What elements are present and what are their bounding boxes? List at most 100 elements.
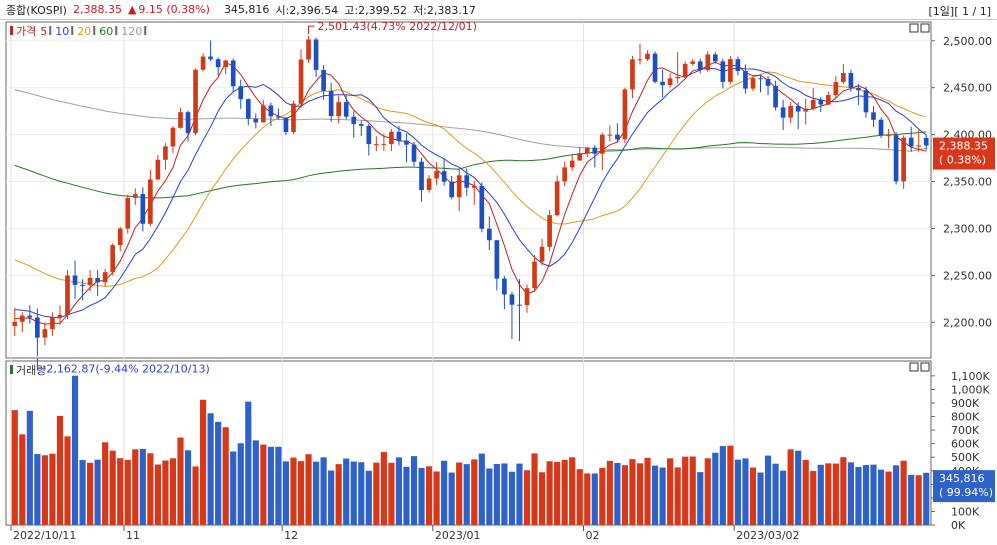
volume-bar — [425, 466, 433, 525]
legend-separator — [115, 26, 118, 35]
candle-body — [697, 61, 703, 71]
volume-bar — [328, 470, 335, 525]
volume-bar — [674, 467, 681, 525]
candle-body — [230, 60, 236, 87]
candle-body — [374, 144, 379, 146]
date-tick-label: 12 — [284, 529, 298, 542]
candle-body — [125, 197, 131, 229]
volume-bar — [448, 472, 455, 525]
high-marker — [308, 25, 315, 35]
legend-separator — [49, 26, 52, 35]
volume-bar — [493, 463, 500, 525]
volume-tick-label: 600K — [951, 438, 980, 451]
volume-bar — [365, 470, 372, 525]
candle-body — [592, 147, 598, 154]
legend-item-3: 20 — [77, 25, 91, 38]
volume-bar — [870, 464, 877, 525]
current-price-box — [933, 137, 995, 170]
candle-body — [193, 69, 198, 134]
volume-bar — [297, 461, 305, 525]
current-price-label: 2,388.35 — [939, 140, 988, 153]
candle-body — [80, 284, 85, 286]
volume-bar — [682, 456, 689, 525]
volume-bar — [629, 459, 636, 525]
volume-bar — [825, 463, 832, 525]
candle-body — [908, 137, 914, 147]
volume-bar — [154, 464, 161, 525]
volume-bar — [832, 463, 839, 525]
volume-bar — [395, 457, 403, 525]
volume-bar — [117, 458, 124, 525]
volume-bar — [523, 470, 531, 525]
period-selector[interactable]: [1일][ 1 / 1] — [928, 5, 991, 18]
volume-bar — [199, 399, 207, 525]
candle-body — [758, 78, 763, 80]
panel-close-icon[interactable] — [920, 23, 930, 33]
legend-item-4: 60 — [99, 25, 113, 38]
legend-separator — [71, 26, 74, 35]
candle-body — [818, 99, 824, 105]
volume-bar — [621, 465, 629, 525]
panel-restore-icon[interactable] — [909, 362, 919, 372]
candle-body — [735, 59, 741, 71]
volume-bar — [817, 464, 824, 525]
volume-bar — [79, 460, 86, 525]
volume-bar — [403, 466, 410, 525]
candle-body — [524, 288, 530, 306]
candle-body — [253, 118, 259, 123]
date-tick-label: 11 — [126, 529, 140, 542]
volume-bar — [659, 467, 666, 525]
candle-body — [803, 108, 809, 112]
legend-separator — [144, 26, 147, 35]
price-volume-chart: 2,200.002,250.002,300.002,350.002,400.00… — [5, 20, 995, 542]
candle-body — [607, 134, 613, 136]
panel-restore-icon[interactable] — [909, 23, 919, 33]
candle-body — [313, 39, 319, 70]
volume-bar — [847, 462, 854, 525]
volume-bar — [742, 458, 749, 525]
volume-bar — [471, 459, 478, 525]
date-tick-label: 2023/01 — [435, 529, 481, 542]
volume-bar — [538, 472, 546, 525]
volume-bar — [19, 434, 26, 525]
candle-body — [65, 275, 70, 315]
volume-bar — [456, 462, 463, 525]
candle-body — [547, 215, 552, 247]
volume-bar — [41, 455, 48, 525]
volume-bar — [644, 457, 651, 525]
price-tick-label: 2,500.00 — [943, 35, 992, 48]
candle-body — [27, 315, 33, 318]
volume-bar — [757, 472, 764, 525]
candle-body — [471, 185, 477, 188]
legend-item-1: 5 — [40, 25, 47, 38]
candle-body — [366, 125, 372, 145]
volume-bar — [335, 464, 342, 525]
volume-bar — [162, 460, 169, 525]
volume-bar — [282, 461, 290, 525]
candle-body — [298, 59, 304, 104]
price-tick-label: 2,350.00 — [943, 176, 992, 189]
candle-body — [509, 294, 515, 305]
price-tick-label: 2,450.00 — [943, 82, 992, 95]
candle-body — [569, 160, 575, 168]
panel-close-icon[interactable] — [920, 362, 930, 372]
volume-bar — [486, 468, 493, 525]
volume-bar — [320, 457, 327, 525]
volume-tick-label: 800K — [951, 411, 980, 424]
volume-tick-label: 100K — [951, 505, 980, 518]
candle-body — [645, 53, 650, 60]
volume-bar — [433, 471, 440, 525]
volume-bar — [501, 463, 508, 525]
volume-bar — [772, 463, 779, 525]
candle-body — [517, 304, 522, 306]
candle-body — [396, 131, 402, 141]
volume-bar — [689, 456, 696, 525]
ma60-line — [14, 131, 927, 199]
volume-bar — [908, 474, 915, 525]
candle-body — [102, 272, 108, 283]
volume-tick-label: 500K — [951, 451, 980, 464]
volume-bar — [463, 464, 470, 525]
candle-body — [95, 277, 100, 283]
volume-bar — [636, 463, 644, 525]
candle-body — [434, 171, 439, 179]
